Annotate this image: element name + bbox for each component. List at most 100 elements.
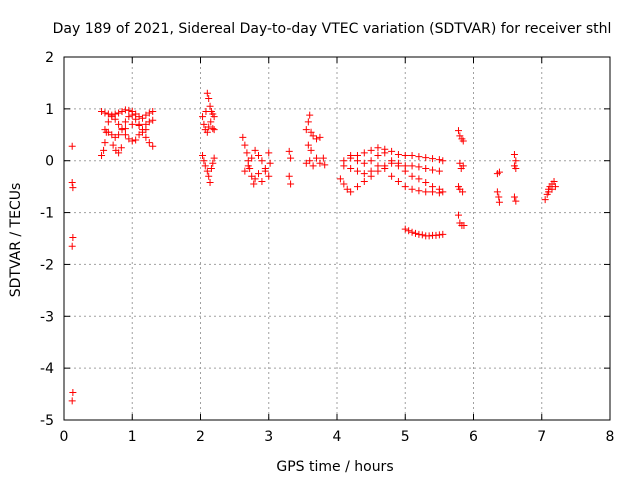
data-point	[435, 156, 443, 164]
x-axis-title: GPS time / hours	[276, 459, 393, 475]
data-point	[381, 164, 389, 172]
data-point	[367, 167, 375, 175]
data-point	[388, 157, 396, 165]
x-tick-label: 2	[196, 429, 205, 445]
data-point	[347, 152, 355, 160]
data-point	[68, 242, 76, 250]
data-point	[550, 177, 558, 185]
data-points-layer	[68, 89, 559, 405]
data-point	[138, 114, 146, 122]
data-point	[149, 116, 157, 124]
data-point	[104, 118, 112, 126]
data-point	[435, 231, 443, 239]
data-point	[459, 162, 467, 170]
data-point	[203, 89, 211, 97]
data-point	[200, 120, 208, 128]
data-point	[115, 109, 123, 117]
data-point	[142, 126, 150, 134]
data-point	[460, 222, 468, 230]
data-point	[206, 178, 214, 186]
data-point	[111, 115, 119, 123]
data-point	[495, 168, 503, 176]
data-point	[422, 178, 430, 186]
data-point	[459, 188, 467, 196]
data-point	[199, 152, 207, 160]
data-point	[68, 178, 76, 186]
data-point	[115, 149, 123, 157]
data-point	[347, 164, 355, 172]
data-point	[69, 184, 77, 192]
data-point	[266, 159, 274, 167]
data-point	[367, 157, 375, 165]
y-tick-label: 0	[45, 154, 54, 170]
data-point	[128, 137, 136, 145]
data-point	[210, 113, 218, 121]
data-point	[255, 152, 263, 160]
data-point	[239, 133, 247, 141]
data-point	[121, 106, 129, 114]
data-point	[353, 157, 361, 165]
data-point	[121, 125, 129, 133]
data-point	[551, 183, 559, 191]
data-point	[394, 150, 402, 158]
data-point	[309, 132, 317, 140]
data-point	[360, 170, 368, 178]
data-point	[422, 154, 430, 162]
data-point	[432, 231, 440, 239]
data-point	[250, 180, 258, 188]
plot-frame	[63, 56, 611, 421]
data-point	[425, 232, 433, 240]
y-axis-title: SDTVAR / TECUs	[8, 183, 24, 298]
data-point	[394, 159, 402, 167]
data-point	[429, 188, 437, 196]
data-point	[408, 172, 416, 180]
data-point	[439, 188, 447, 196]
y-tick-label: -5	[40, 413, 54, 429]
data-point	[265, 172, 273, 180]
data-point	[394, 177, 402, 185]
data-point	[132, 136, 140, 144]
data-point	[302, 126, 310, 134]
data-point	[429, 155, 437, 163]
x-tick-label: 5	[401, 429, 410, 445]
data-point	[258, 157, 266, 165]
data-point	[316, 159, 324, 167]
data-point	[69, 233, 77, 241]
data-point	[149, 107, 157, 115]
data-point	[313, 154, 321, 162]
data-point	[115, 120, 123, 128]
data-point	[285, 147, 293, 155]
data-point	[353, 183, 361, 191]
data-point	[241, 141, 249, 149]
y-tick-label: 1	[45, 102, 54, 118]
data-point	[309, 162, 317, 170]
data-point	[121, 118, 129, 126]
data-point	[98, 152, 106, 160]
data-point	[149, 142, 157, 150]
data-point	[108, 111, 116, 119]
data-point	[408, 152, 416, 160]
data-point	[512, 164, 520, 172]
data-point	[541, 196, 549, 204]
data-point	[512, 157, 520, 165]
data-point	[199, 113, 207, 121]
data-point	[459, 137, 467, 145]
data-point	[418, 231, 426, 239]
data-point	[128, 111, 136, 119]
data-point	[422, 188, 430, 196]
data-point	[287, 180, 295, 188]
data-point	[411, 229, 419, 237]
chart-title: Day 189 of 2021, Sidereal Day-to-day VTE…	[53, 21, 612, 37]
data-point	[347, 188, 355, 196]
data-point	[115, 131, 123, 139]
data-point	[360, 149, 368, 157]
data-point	[261, 167, 269, 175]
data-point	[415, 175, 423, 183]
data-point	[145, 109, 153, 117]
data-point	[495, 198, 503, 206]
data-point	[374, 162, 382, 170]
data-point	[313, 135, 321, 143]
data-point	[202, 107, 210, 115]
data-point	[340, 180, 348, 188]
data-point	[415, 163, 423, 171]
